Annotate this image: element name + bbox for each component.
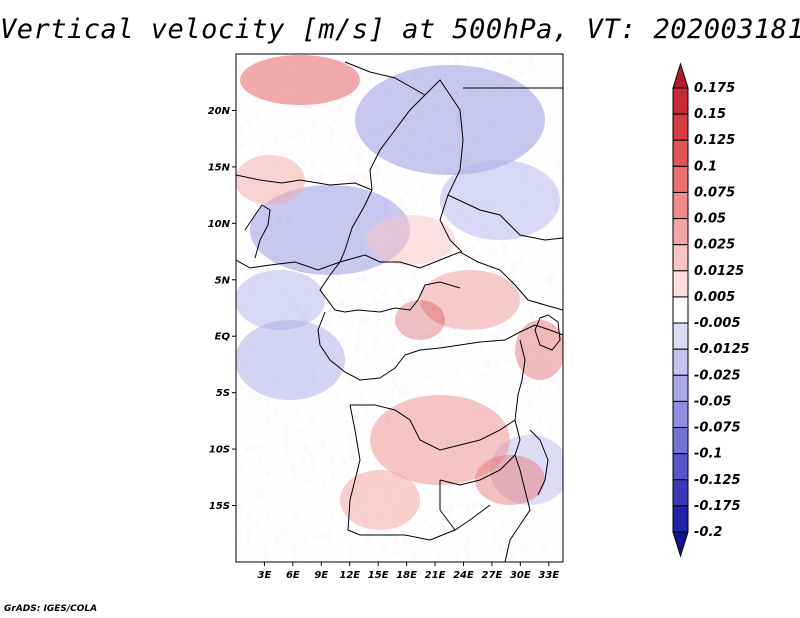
colorbar-level-label: 0.0125 (694, 264, 744, 279)
colorbar-swatch (672, 191, 689, 220)
colorbar-swatch (672, 348, 689, 376)
colorbar-swatch (672, 400, 689, 429)
colorbar-max-arrow (672, 62, 689, 89)
velocity-field (236, 54, 563, 562)
colorbar-level-label: -0.175 (694, 499, 741, 514)
lat-label: 15S (209, 501, 230, 512)
colorbar-labels: 0.175 0.15 0.125 0.1 0.075 0.05 0.025 0.0125 0.0… (694, 81, 750, 540)
colorbar-level-label: 0.005 (694, 290, 735, 305)
lon-label: 21E (425, 570, 446, 581)
colorbar-level-label: -0.2 (694, 525, 722, 540)
colorbar-level-label: 0.15 (694, 107, 726, 122)
colorbar-swatch (672, 270, 689, 298)
lon-label: 3E (258, 570, 272, 581)
lon-label: 27E (482, 570, 503, 581)
colorbar-swatch (672, 322, 689, 350)
lat-label: 20N (208, 106, 231, 117)
lon-label: 6E (286, 570, 300, 581)
colorbar-swatch (672, 296, 689, 324)
country-borders (236, 61, 563, 562)
colorbar-swatch (672, 113, 689, 141)
lat-label: 5N (215, 275, 231, 286)
colorbar-swatch (672, 165, 689, 193)
colorbar-level-label: -0.075 (694, 421, 741, 436)
colorbar-level-label: 0.125 (694, 133, 735, 148)
colorbar-swatch (672, 244, 689, 272)
colorbar-swatch (672, 139, 689, 167)
colorbar-swatch (672, 427, 689, 455)
lon-label: 30E (510, 570, 531, 581)
colorbar-swatch (672, 453, 689, 481)
lon-label: 24E (453, 570, 474, 581)
colorbar-min-arrow (672, 531, 689, 558)
map-frame (235, 53, 564, 563)
colorbar-swatch (672, 505, 689, 533)
lon-label: 33E (538, 570, 559, 581)
lat-label: 10S (209, 445, 230, 456)
colorbar-level-label: 0.175 (694, 81, 735, 96)
lat-label: EQ (215, 332, 231, 343)
latitude-axis: 20N 15N 10N 5N EQ 5S 10S 15S (208, 106, 236, 512)
map-title: Vertical velocity [m/s] at 500hPa, VT: 2… (0, 14, 800, 45)
lon-label: 9E (314, 570, 328, 581)
colorbar-level-label: -0.0125 (694, 342, 750, 357)
lat-label: 5S (216, 388, 230, 399)
lon-label: 15E (368, 570, 389, 581)
colorbar-level-label: 0.025 (694, 238, 735, 253)
longitude-axis: 3E 6E 9E 12E 15E 18E 21E 24E 27E 30E 33E (258, 562, 559, 581)
colorbar-level-label: 0.075 (694, 185, 735, 200)
colorbar-swatch (672, 218, 689, 246)
colorbar-level-label: -0.005 (694, 316, 741, 331)
lat-label: 15N (208, 162, 231, 173)
grads-credit: GrADS: IGES/COLA (4, 604, 98, 614)
lon-label: 12E (339, 570, 360, 581)
lat-label: 10N (208, 219, 231, 230)
colorbar-level-label: -0.05 (694, 394, 731, 409)
colorbar-swatch (672, 87, 689, 115)
colorbar-level-label: -0.125 (694, 473, 741, 488)
lon-label: 18E (396, 570, 417, 581)
colorbar (672, 62, 689, 558)
colorbar-level-label: -0.1 (694, 447, 722, 462)
colorbar-level-label: 0.05 (694, 212, 726, 227)
colorbar-swatch (672, 374, 689, 402)
red-regions (236, 55, 563, 530)
colorbar-level-label: -0.025 (694, 368, 741, 383)
colorbar-swatch (672, 479, 689, 507)
blue-regions (236, 65, 563, 505)
colorbar-level-label: 0.1 (694, 159, 717, 174)
